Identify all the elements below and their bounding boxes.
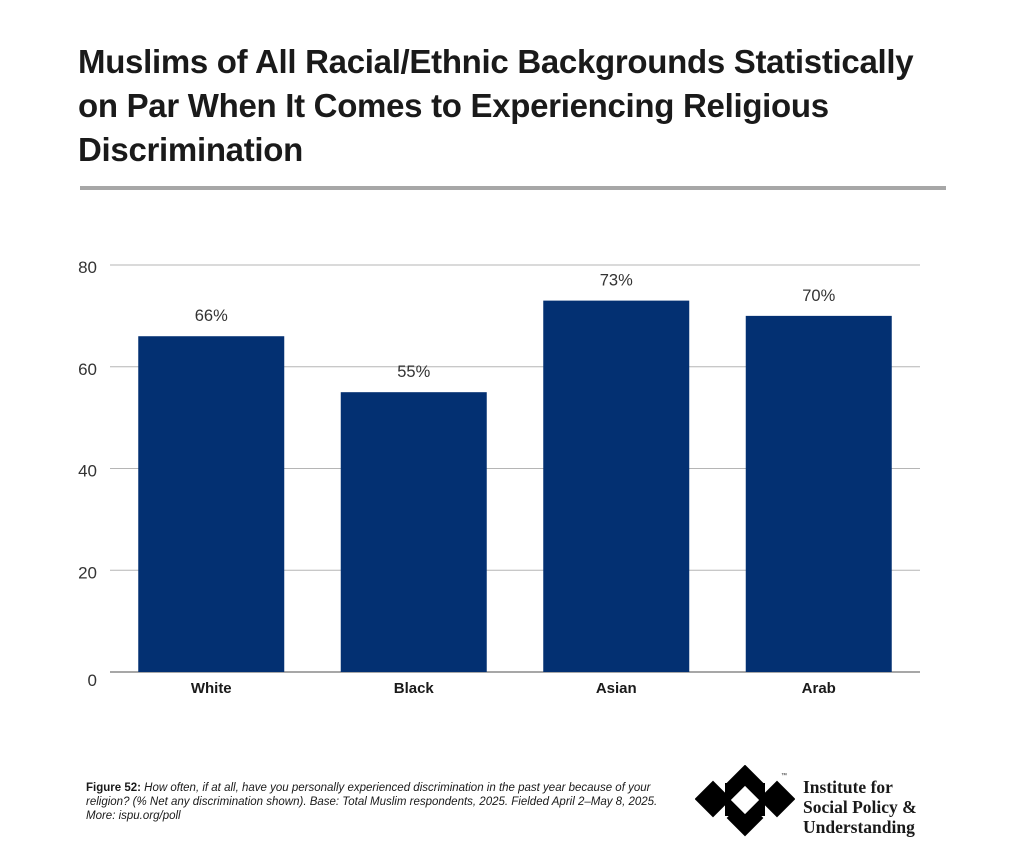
logo-line-2: Social Policy & (803, 797, 917, 817)
bar-chart: 0 20 40 60 80 66% White 55% Black 73% Asian 70% Arab (78, 258, 920, 697)
figure-caption-text: How often, if at all, have you personall… (86, 782, 658, 822)
logo-line-3: Understanding (803, 817, 915, 837)
trademark-symbol: ™ (781, 773, 787, 779)
y-tick-label: 20 (78, 563, 97, 582)
figure-label: Figure 52: (86, 782, 141, 794)
y-tick-label: 60 (78, 360, 97, 379)
bar (543, 300, 690, 672)
data-label: 73% (600, 272, 633, 290)
ispu-logo: ™ Institute for Social Policy & Understa… (695, 765, 935, 840)
ispu-logo-icon (695, 765, 795, 837)
data-label: 70% (802, 287, 835, 305)
y-tick-label: 0 (88, 671, 97, 690)
logo-line-1: Institute for (803, 777, 893, 797)
bar (340, 392, 487, 672)
bar (745, 315, 892, 672)
bar (138, 336, 285, 672)
ispu-logo-text: Institute for Social Policy & Understand… (803, 777, 917, 837)
y-tick-label: 80 (78, 258, 97, 277)
x-tick-label: Asian (596, 680, 637, 697)
figure-caption: Figure 52: How often, if at all, have yo… (86, 781, 666, 823)
page-title: Muslims of All Racial/Ethnic Backgrounds… (78, 43, 914, 168)
data-label: 55% (397, 363, 430, 381)
x-tick-label: White (191, 680, 232, 697)
title-divider (80, 186, 946, 190)
data-label: 66% (195, 307, 228, 325)
x-tick-label: Black (394, 680, 435, 697)
y-tick-label: 40 (78, 462, 97, 481)
x-tick-label: Arab (802, 680, 836, 697)
